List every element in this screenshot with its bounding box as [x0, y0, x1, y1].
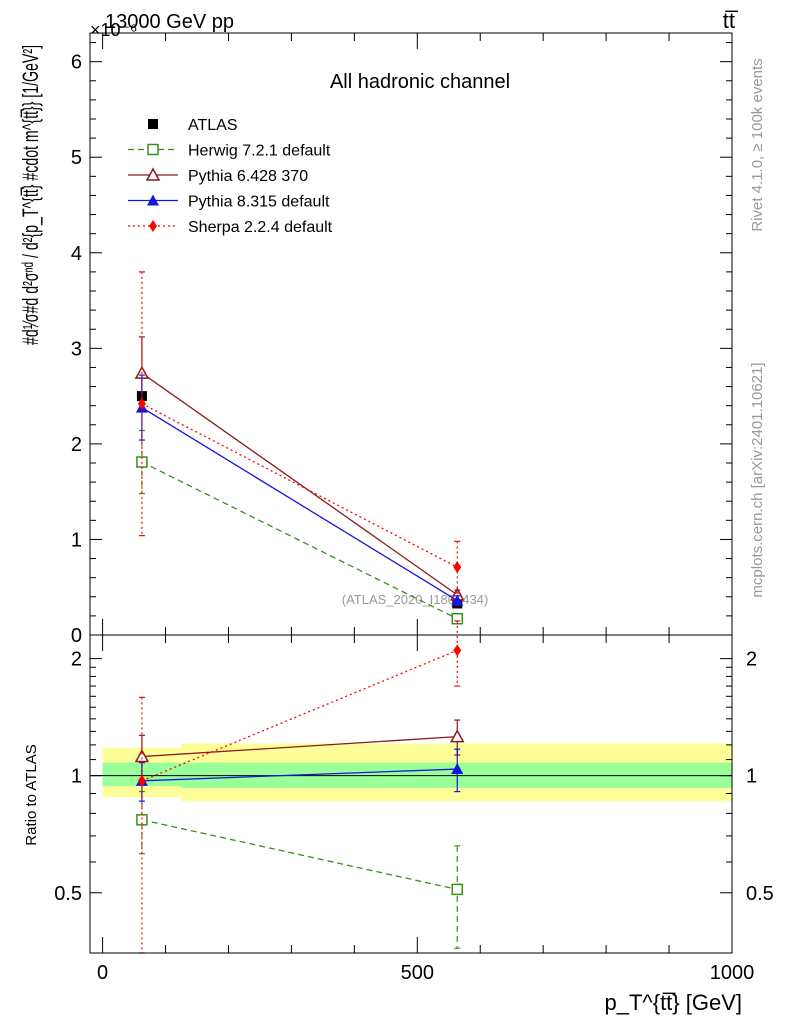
y-tick-label: 6 — [71, 52, 82, 74]
rivet-version-label: Rivet 4.1.0, ≥ 100k events — [749, 58, 766, 231]
ratio-y-tick-label: 0.5 — [746, 883, 774, 905]
data-point — [137, 774, 146, 787]
series-line-4 — [141, 403, 458, 568]
analysis-watermark: (ATLAS_2020_I1801434) — [342, 592, 488, 607]
main-plot-panel: All hadronic channel (ATLAS_2020_I180143… — [71, 32, 733, 647]
energy-label: 13000 GeV pp — [105, 11, 234, 33]
ratio-plot-frame — [89, 634, 733, 954]
x-tick-label: 500 — [401, 962, 434, 984]
legend-marker — [149, 220, 157, 232]
data-point — [451, 594, 464, 606]
data-point — [134, 748, 150, 763]
y-tick-label: 4 — [71, 243, 82, 265]
data-point — [453, 644, 462, 657]
x-axis-label: p_T^{tt̅} [GeV] — [604, 990, 742, 1015]
x-tick-label: 1000 — [710, 962, 755, 984]
data-point — [449, 729, 465, 743]
data-point — [137, 397, 146, 410]
y-tick-label: 2 — [71, 434, 82, 456]
data-point — [451, 883, 464, 896]
y-tick-label: 5 — [71, 147, 82, 169]
data-point — [451, 763, 464, 775]
process-label: tt̅ — [723, 8, 739, 33]
main-y-axis-label: #d¹⁄σ#d d²σⁿᵈ / d²{p_T^{tt̅} #cdot m^{tt… — [18, 45, 43, 345]
legend-marker — [147, 194, 159, 206]
series-line-1 — [141, 461, 458, 620]
series-line-2 — [141, 768, 458, 782]
legend-entry: Herwig 7.2.1 default — [188, 143, 331, 160]
ratio-y-tick-label: 0.5 — [54, 883, 82, 905]
data-point — [453, 561, 462, 574]
data-point — [136, 814, 148, 826]
legend-marker — [148, 119, 158, 129]
ratio-plot-panel: 0.5 0.51 12 20 500 1000 — [54, 620, 774, 984]
ratio-y-tick-label: 2 — [71, 649, 82, 671]
legend-entry: ATLAS — [188, 117, 238, 134]
series-line-3 — [141, 407, 458, 602]
mcplots-label: mcplots.cern.ch [arXiv:2401.10621] — [749, 362, 766, 597]
data-point — [451, 613, 464, 625]
legend-entry: Sherpa 2.2.4 default — [188, 219, 333, 236]
legend-marker — [147, 143, 159, 156]
series-line-1 — [141, 735, 458, 758]
chart-title: All hadronic channel — [330, 71, 510, 93]
ratio-y-tick-label: 2 — [746, 649, 757, 671]
legend-entry: Pythia 6.428 370 — [188, 168, 308, 185]
legend: ATLAS Herwig 7.2.1 default Pythia 6.428 37… — [128, 117, 333, 236]
series-line-3 — [141, 649, 458, 782]
series-line-0 — [141, 819, 458, 891]
y-exponent-label: ×10⁻⁶ — [90, 20, 137, 40]
ratio-y-tick-label: 1 — [71, 766, 82, 788]
ratio-y-tick-label: 1 — [746, 766, 757, 788]
ratio-y-axis-label: Ratio to ATLAS — [23, 744, 40, 845]
main-y-axis-label-text: #d¹⁄σ#d d²σⁿᵈ / d²{p_T^{tt̅} #cdot m^{tt… — [18, 45, 43, 345]
main-plot-frame — [89, 32, 733, 636]
series-line-2 — [141, 372, 458, 596]
legend-marker — [145, 167, 161, 181]
legend-entry: Pythia 8.315 default — [188, 194, 330, 211]
y-tick-label: 0 — [71, 625, 82, 647]
y-tick-label: 1 — [71, 529, 82, 551]
x-tick-label: 0 — [97, 962, 108, 984]
y-tick-label: 3 — [71, 338, 82, 360]
